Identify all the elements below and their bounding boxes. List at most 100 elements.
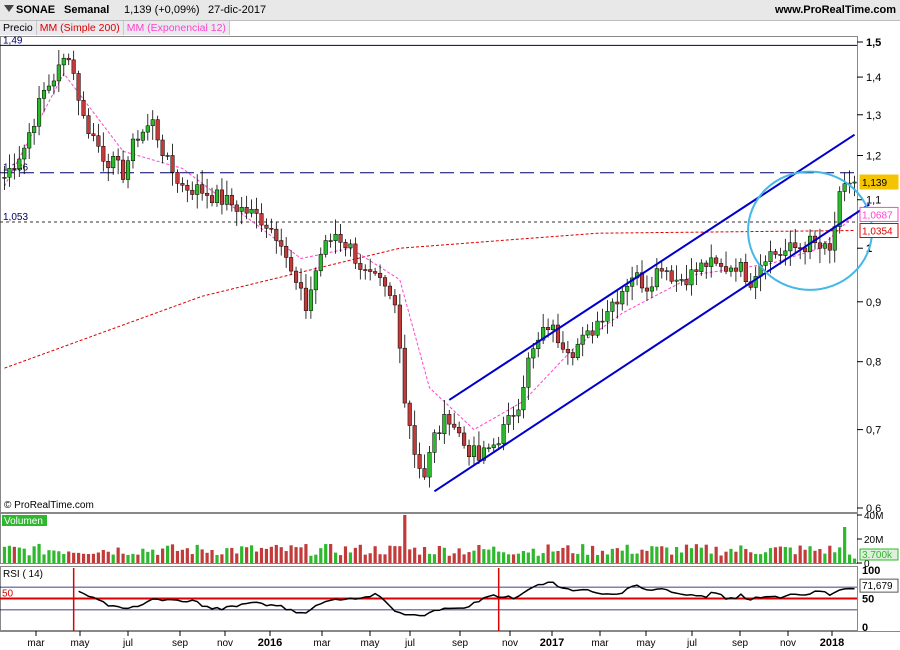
- volume-bar: [526, 552, 530, 563]
- volume-tick-label: 40M: [864, 511, 883, 522]
- candle-body: [2, 177, 7, 179]
- price-candle: [264, 218, 269, 239]
- volume-bar: [235, 553, 239, 563]
- candle-body: [699, 262, 704, 272]
- legend-price[interactable]: Precio: [0, 21, 37, 35]
- legend-ema12[interactable]: MM (Exponencial 12): [123, 21, 230, 35]
- candle-body: [422, 468, 427, 478]
- candle-body: [536, 339, 541, 349]
- candle-body: [590, 330, 595, 336]
- volume-bar: [338, 555, 343, 563]
- volume-bar: [793, 554, 797, 563]
- price-candle: [71, 50, 76, 81]
- price-candle: [580, 326, 585, 357]
- candle-body: [363, 269, 368, 271]
- volume-bar: [506, 554, 511, 563]
- price-candle: [516, 398, 521, 424]
- price-candle: [195, 174, 200, 209]
- volume-bar: [324, 544, 328, 563]
- price-candle: [847, 170, 852, 194]
- candle-body: [180, 183, 185, 186]
- candle-body: [382, 277, 388, 287]
- price-candle: [570, 349, 575, 366]
- price-candle: [135, 130, 140, 148]
- candle-body: [17, 158, 22, 170]
- price-badge: [859, 223, 899, 239]
- volume-bar: [353, 547, 357, 563]
- volume-bar: [497, 551, 501, 563]
- candle-body: [506, 415, 511, 425]
- candle-body: [575, 344, 580, 358]
- candle-body: [496, 443, 501, 446]
- price-candle: [531, 342, 536, 369]
- price-candle: [684, 264, 689, 291]
- x-tick-label: 2018: [820, 637, 844, 649]
- candle-body: [674, 279, 679, 282]
- price-candle: [822, 241, 827, 255]
- price-candle: [185, 179, 190, 203]
- volume-bar: [852, 558, 857, 563]
- volume-bar: [47, 550, 51, 563]
- volume-bar: [457, 548, 461, 563]
- volume-bar: [640, 549, 644, 563]
- volume-bar: [467, 552, 471, 563]
- volume-bar: [32, 546, 36, 563]
- candle-body: [170, 155, 175, 173]
- price-candle: [575, 338, 580, 361]
- candle-body: [793, 242, 798, 248]
- price-candle: [294, 266, 299, 290]
- volume-bar: [230, 547, 234, 563]
- volume-bar: [284, 551, 288, 563]
- price-candle: [630, 266, 635, 301]
- price-candle: [224, 180, 229, 211]
- price-candle: [827, 237, 832, 264]
- price-candle: [689, 258, 694, 296]
- candle-body: [585, 330, 590, 336]
- price-candle: [763, 255, 768, 280]
- volume-bar: [645, 550, 649, 563]
- dropdown-arrow-icon[interactable]: [4, 5, 14, 12]
- volume-bar: [383, 554, 387, 563]
- candle-body: [343, 242, 348, 249]
- legend-sma200[interactable]: MM (Simple 200): [36, 21, 124, 35]
- volume-bar: [77, 552, 81, 563]
- candle-body: [12, 168, 17, 170]
- price-candle: [788, 230, 793, 266]
- candle-body: [516, 409, 521, 417]
- price-candle: [639, 260, 645, 293]
- price-candle: [328, 233, 333, 248]
- candle-body: [269, 228, 274, 230]
- price-candle: [279, 228, 284, 256]
- price-candle: [402, 334, 407, 408]
- volume-bar: [531, 548, 535, 563]
- price-tick-label: 0,8: [866, 357, 881, 369]
- volume-bar: [650, 546, 654, 563]
- price-candle: [590, 322, 595, 344]
- volume-bar: [12, 546, 16, 563]
- price-candle: [387, 282, 393, 300]
- volume-bar: [67, 551, 71, 563]
- candle-body: [150, 119, 155, 127]
- candle-body: [106, 161, 111, 169]
- candle-body: [368, 269, 373, 272]
- candle-body: [570, 352, 575, 358]
- price-candle: [190, 181, 195, 201]
- price-candle: [476, 431, 481, 464]
- volume-bar: [689, 548, 694, 563]
- volume-bar: [2, 546, 7, 563]
- volume-bar: [447, 555, 451, 563]
- x-tick-label: nov: [502, 638, 518, 649]
- price-candle: [521, 375, 526, 419]
- price-candle: [526, 352, 531, 400]
- volume-bar: [803, 549, 807, 563]
- candle-body: [298, 282, 304, 289]
- price-candle: [373, 267, 378, 276]
- candle-body: [244, 206, 249, 214]
- price-candle: [427, 445, 432, 488]
- volume-bar: [81, 553, 86, 563]
- volume-bar: [516, 553, 521, 563]
- volume-bar: [427, 553, 432, 563]
- candle-body: [654, 268, 659, 288]
- volume-bar: [245, 547, 249, 563]
